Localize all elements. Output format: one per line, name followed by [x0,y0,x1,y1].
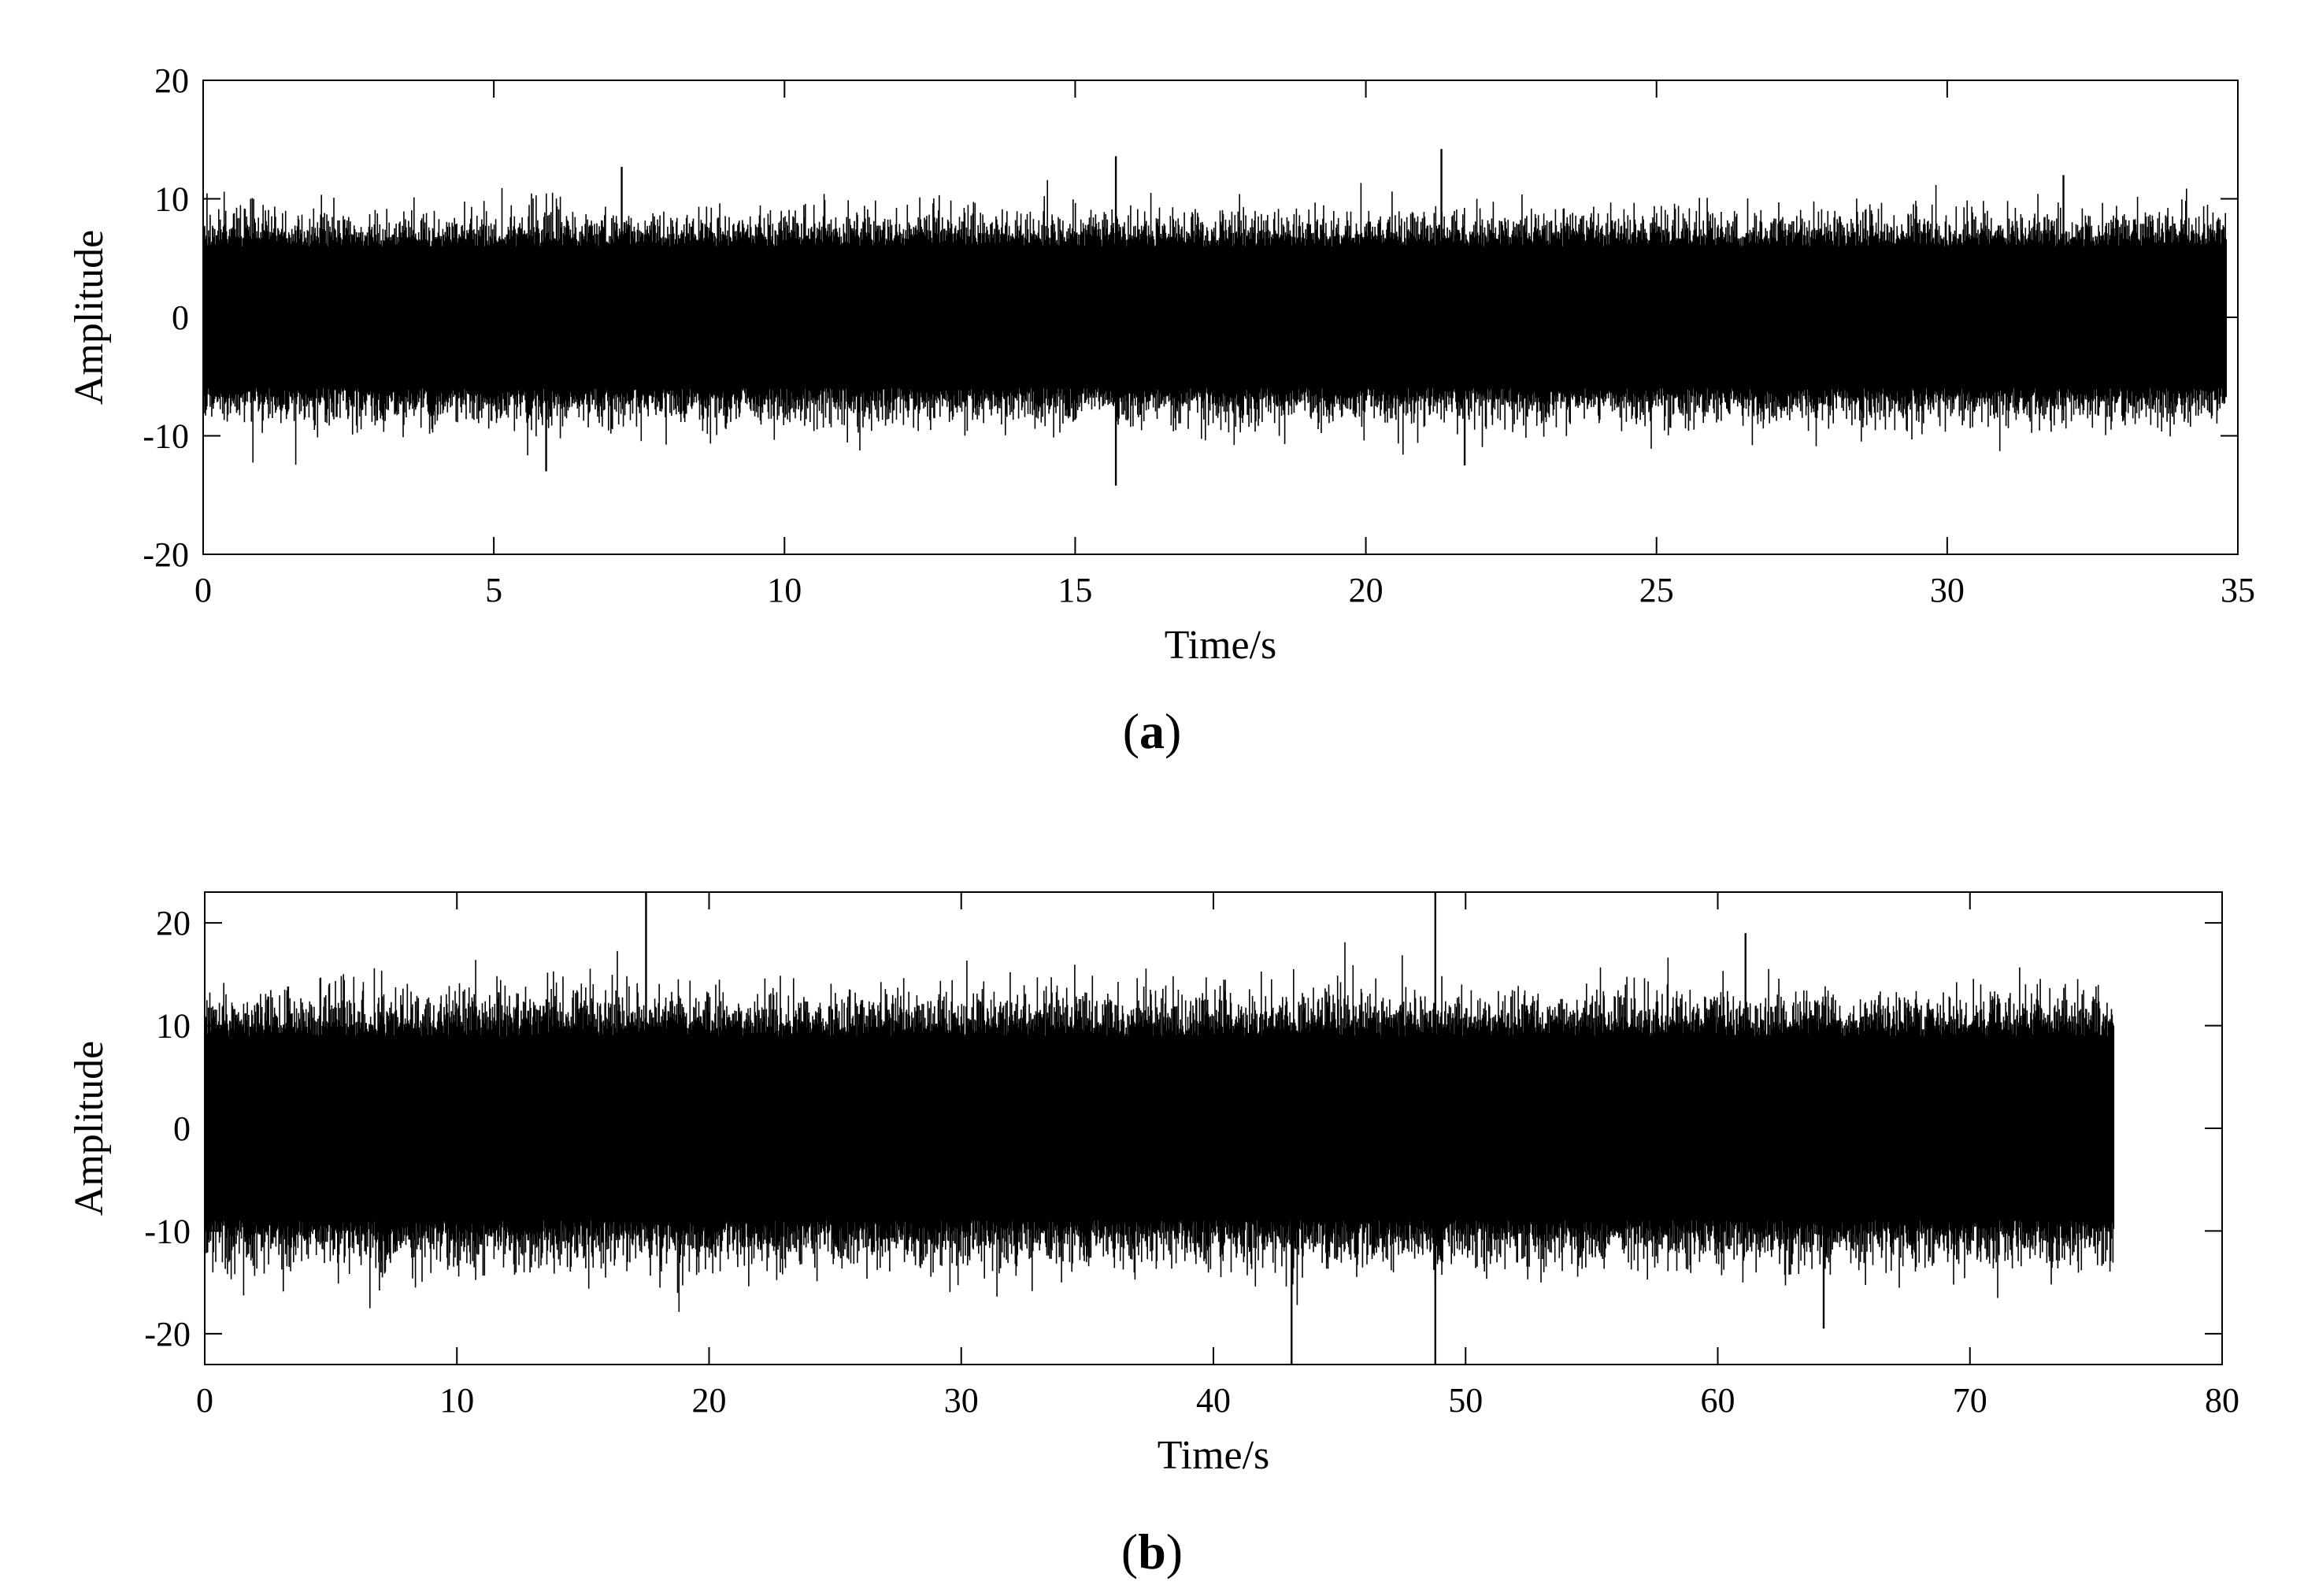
x-tick-label: 60 [1701,1381,1735,1420]
x-tick-label: 0 [196,1381,213,1420]
x-tick-label: 20 [692,1381,727,1420]
x-tick-label: 35 [2221,571,2255,609]
x-tick-label: 30 [1930,571,1965,609]
y-tick-label: 10 [156,1007,191,1046]
x-tick-label: 25 [1639,571,1674,609]
x-axis-label: Time/s [1158,1433,1270,1478]
y-tick-label: -20 [143,535,189,574]
x-tick-label: 10 [439,1381,474,1420]
signal-trace [202,180,2227,465]
y-tick-label: 0 [172,298,189,337]
x-tick-label: 10 [767,571,802,609]
x-tick-label: 20 [1349,571,1384,609]
y-tick-label: 0 [173,1109,191,1148]
signal-trace [204,942,2115,1313]
x-tick-label: 30 [944,1381,979,1420]
x-tick-label: 5 [485,571,502,609]
x-tick-label: 80 [2205,1381,2239,1420]
panel-b-caption: (b) [1121,1524,1183,1579]
x-tick-label: 70 [1953,1381,1987,1420]
x-tick-label: 15 [1058,571,1092,609]
y-tick-label: -20 [144,1315,191,1353]
x-tick-label: 50 [1448,1381,1483,1420]
y-tick-label: 20 [154,61,189,100]
x-axis-label: Time/s [1165,623,1277,668]
y-tick-label: -10 [144,1212,191,1250]
y-axis-label: Amplitude [67,230,112,405]
panel-a-caption: (a) [1123,703,1182,759]
y-tick-label: 20 [156,904,191,942]
x-tick-label: 40 [1196,1381,1231,1420]
y-tick-label: 10 [154,180,189,219]
y-axis-label: Amplitude [67,1041,112,1216]
x-tick-label: 0 [194,571,212,609]
y-tick-label: -10 [143,417,189,456]
